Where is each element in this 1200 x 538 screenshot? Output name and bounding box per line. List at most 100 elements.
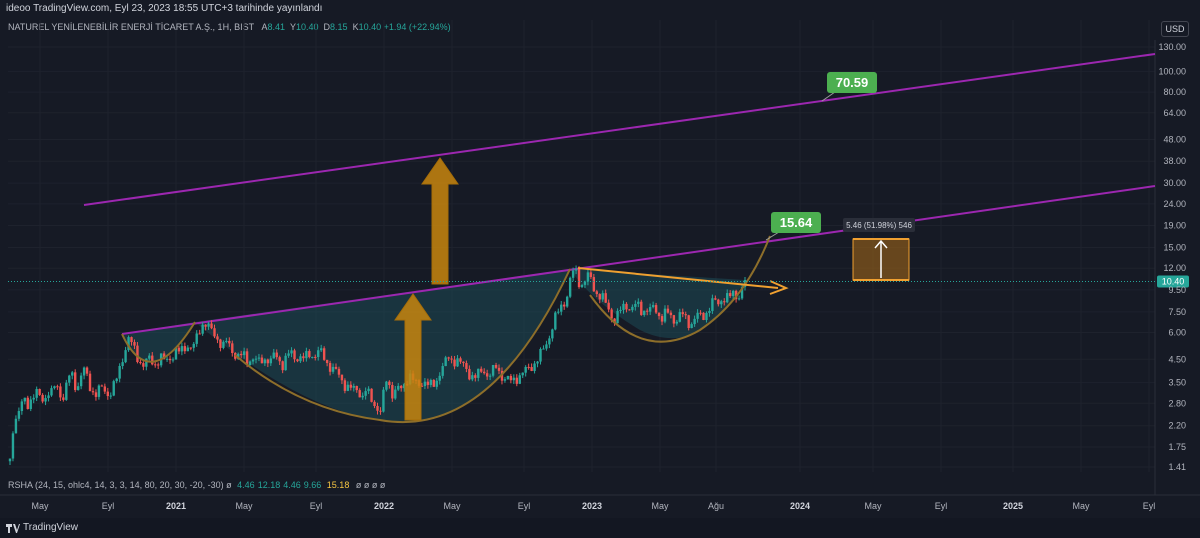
candle-body <box>533 363 535 371</box>
candle-body <box>456 358 458 366</box>
candle-body <box>388 382 390 385</box>
x-tick-label: Eyl <box>1143 501 1156 511</box>
candle-body <box>320 348 322 350</box>
candle-body <box>676 322 678 324</box>
candle-body <box>139 362 141 363</box>
y-tick-label: 6.00 <box>1168 328 1186 338</box>
candle-body <box>655 305 657 313</box>
candle-body <box>702 313 704 320</box>
candle-body <box>359 390 361 397</box>
candle-body <box>554 313 556 330</box>
candle-body <box>190 348 192 349</box>
target-label-lower: 15.64 <box>780 215 813 230</box>
indicator-green-values: 4.46 12.18 4.46 9.66 <box>234 480 321 490</box>
candle-body <box>504 379 506 381</box>
chart-grid <box>0 20 1200 495</box>
candle-body <box>631 307 633 310</box>
candle-body <box>587 272 589 281</box>
candle-body <box>640 302 642 315</box>
candle-body <box>273 353 275 359</box>
candle-body <box>524 367 526 373</box>
candle-body <box>486 373 488 376</box>
candle-body <box>95 392 97 397</box>
candle-body <box>400 386 402 388</box>
y-tick-label: 7.50 <box>1168 307 1186 317</box>
candle-body <box>664 309 666 322</box>
x-tick-label: 2022 <box>374 501 394 511</box>
candle-body <box>447 357 449 358</box>
candle-body <box>329 363 331 372</box>
brand-name[interactable]: TradingView <box>23 522 78 533</box>
candle-body <box>373 402 375 406</box>
candle-body <box>480 369 482 372</box>
candle-body <box>44 398 46 401</box>
candle-body <box>510 376 512 380</box>
x-tick-label: Ağu <box>708 501 724 511</box>
candle-body <box>270 358 272 363</box>
candle-body <box>335 367 337 369</box>
y-tick-label: 9.50 <box>1168 285 1186 295</box>
candle-body <box>670 313 672 315</box>
candle-body <box>124 350 126 362</box>
candle-body <box>261 358 263 364</box>
candle-body <box>679 312 681 322</box>
candle-body <box>450 358 452 359</box>
candle-body <box>602 293 604 299</box>
candle-body <box>267 359 269 363</box>
candle-body <box>690 324 692 328</box>
candle-body <box>30 399 32 408</box>
candle-body <box>353 386 355 388</box>
candle-body <box>308 351 310 357</box>
candle-body <box>290 350 292 353</box>
candle-body <box>726 293 728 302</box>
candle-body <box>68 376 70 383</box>
candle-body <box>459 358 461 361</box>
candle-body <box>699 313 701 314</box>
candle-body <box>252 360 254 362</box>
candle-body <box>344 380 346 391</box>
candle-body <box>243 351 245 355</box>
candle-body <box>646 311 648 312</box>
candle-body <box>154 364 156 365</box>
x-tick-label: Eyl <box>102 501 115 511</box>
candle-body <box>519 375 521 384</box>
candle-body <box>281 361 283 370</box>
candle-body <box>705 313 707 320</box>
candle-body <box>104 386 106 391</box>
candle-body <box>193 344 195 348</box>
candle-body <box>468 369 470 379</box>
candle-body <box>74 372 76 390</box>
candle-body <box>382 390 384 412</box>
candle-body <box>314 357 316 358</box>
candle-body <box>367 389 369 391</box>
candle-body <box>9 459 11 462</box>
candle-body <box>551 329 553 338</box>
candle-body <box>59 386 61 397</box>
candle-body <box>563 305 565 307</box>
candle-body <box>284 356 286 370</box>
y-tick-label: 15.00 <box>1163 242 1186 252</box>
candle-body <box>442 366 444 376</box>
candle-body <box>516 378 518 384</box>
candle-body <box>341 375 343 381</box>
candle-body <box>682 312 684 314</box>
x-tick-label: Eyl <box>518 501 531 511</box>
candle-body <box>323 348 325 360</box>
candle-body <box>35 389 37 398</box>
indicator-trailing: ø ø ø ø <box>356 480 386 490</box>
candle-body <box>560 305 562 312</box>
candle-body <box>118 366 120 379</box>
candle-body <box>628 309 630 310</box>
candle-body <box>222 342 224 348</box>
candle-body <box>492 365 494 376</box>
y-tick-label: 4.50 <box>1168 354 1186 364</box>
candle-body <box>356 386 358 390</box>
y-tick-label: 12.00 <box>1163 263 1186 273</box>
candle-body <box>536 362 538 364</box>
indicator-value-1: 12.18 <box>258 480 281 490</box>
candle-body <box>610 309 612 318</box>
candle-body <box>364 391 366 396</box>
candle-body <box>376 406 378 411</box>
candle-body <box>71 372 73 375</box>
